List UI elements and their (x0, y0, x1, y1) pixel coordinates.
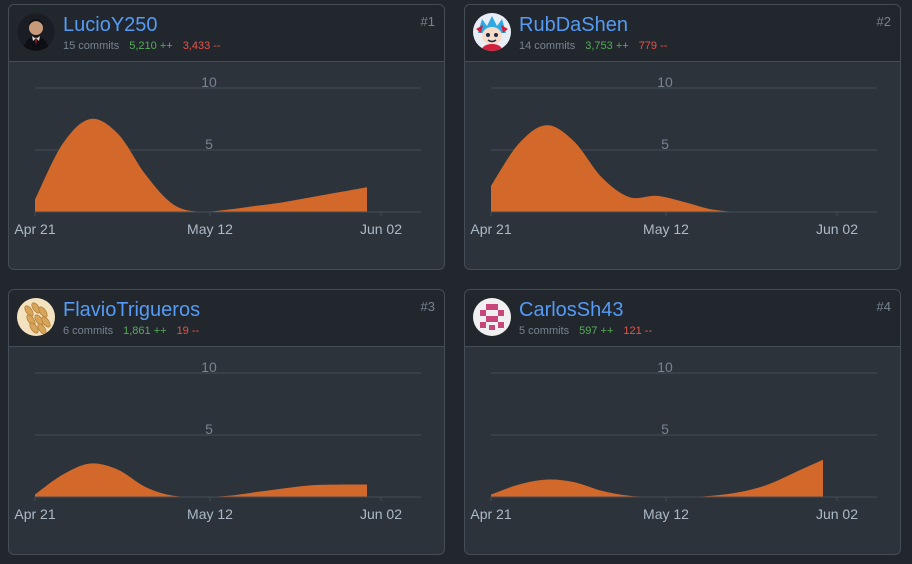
commit-area-series (491, 459, 823, 497)
additions-count: 3,753 ++ (585, 40, 629, 52)
additions-count: 1,861 ++ (123, 325, 167, 337)
avatar[interactable] (17, 13, 55, 51)
contribution-stats: 14 commits 3,753 ++ 779 -- (519, 39, 667, 53)
y-tick-label: 10 (657, 359, 673, 375)
rank-label: #2 (876, 14, 891, 29)
avatar[interactable] (17, 298, 55, 336)
y-tick-label: 5 (205, 421, 213, 437)
username-link[interactable]: RubDaShen (519, 14, 628, 36)
contributor-card: RubDaShen 14 commits 3,753 ++ 779 -- #2 5 1… (464, 4, 901, 270)
deletions-count: 19 -- (176, 325, 200, 337)
y-tick-label: 5 (661, 421, 669, 437)
contribution-stats: 15 commits 5,210 ++ 3,433 -- (63, 39, 221, 53)
commit-activity-chart: 5 10 Apr 21 May 12 Jun 02 (470, 359, 877, 522)
rank-label: #4 (876, 299, 891, 314)
commit-activity-chart: 5 10 Apr 21 May 12 Jun 02 (470, 74, 877, 237)
commit-activity-chart: 5 10 Apr 21 May 12 Jun 02 (14, 74, 421, 237)
y-tick-label: 10 (201, 359, 217, 375)
y-tick-label: 10 (657, 74, 673, 90)
username-link[interactable]: CarlosSh43 (519, 299, 624, 321)
avatar[interactable] (473, 13, 511, 51)
x-tick-label: Jun 02 (360, 221, 402, 237)
x-tick-label: Jun 02 (816, 221, 858, 237)
additions-count: 597 ++ (579, 325, 614, 337)
x-tick-label: May 12 (643, 506, 689, 522)
x-tick-label: Apr 21 (14, 221, 55, 237)
card-header: LucioY250 15 commits 5,210 ++ 3,433 -- #1 (9, 5, 444, 62)
card-header: FlavioTrigueros 6 commits 1,861 ++ 19 -- #… (9, 290, 444, 347)
card-header: CarlosSh43 5 commits 597 ++ 121 -- #4 (465, 290, 900, 347)
commit-area-series (35, 463, 367, 497)
additions-count: 5,210 ++ (129, 40, 173, 52)
rank-label: #1 (420, 14, 435, 29)
commit-count: 5 commits (519, 325, 570, 337)
commit-count: 14 commits (519, 40, 576, 52)
commit-count: 6 commits (63, 325, 114, 337)
rank-label: #3 (420, 299, 435, 314)
commit-area-series (35, 118, 367, 212)
x-tick-label: May 12 (187, 221, 233, 237)
commit-count: 15 commits (63, 40, 120, 52)
avatar[interactable] (473, 298, 511, 336)
deletions-count: 121 -- (623, 325, 653, 337)
card-header: RubDaShen 14 commits 3,753 ++ 779 -- #2 (465, 5, 900, 62)
commit-area-series (491, 125, 823, 212)
deletions-count: 779 -- (638, 40, 668, 52)
x-tick-label: Apr 21 (470, 221, 511, 237)
y-tick-label: 5 (661, 136, 669, 152)
contribution-stats: 6 commits 1,861 ++ 19 -- (63, 324, 199, 338)
contributor-card: LucioY250 15 commits 5,210 ++ 3,433 -- #1 … (8, 4, 445, 270)
x-tick-label: Jun 02 (816, 506, 858, 522)
commit-activity-chart: 5 10 Apr 21 May 12 Jun 02 (14, 359, 421, 522)
x-tick-label: Apr 21 (14, 506, 55, 522)
contributor-card: FlavioTrigueros 6 commits 1,861 ++ 19 -- #… (8, 289, 445, 555)
deletions-count: 3,433 -- (182, 40, 221, 52)
username-link[interactable]: LucioY250 (63, 14, 158, 36)
x-tick-label: Apr 21 (470, 506, 511, 522)
username-link[interactable]: FlavioTrigueros (63, 299, 201, 321)
x-tick-label: Jun 02 (360, 506, 402, 522)
x-tick-label: May 12 (643, 221, 689, 237)
y-tick-label: 5 (205, 136, 213, 152)
x-tick-label: May 12 (187, 506, 233, 522)
y-tick-label: 10 (201, 74, 217, 90)
contribution-stats: 5 commits 597 ++ 121 -- (519, 324, 652, 338)
contributor-card: CarlosSh43 5 commits 597 ++ 121 -- #4 5 10 A… (464, 289, 901, 555)
